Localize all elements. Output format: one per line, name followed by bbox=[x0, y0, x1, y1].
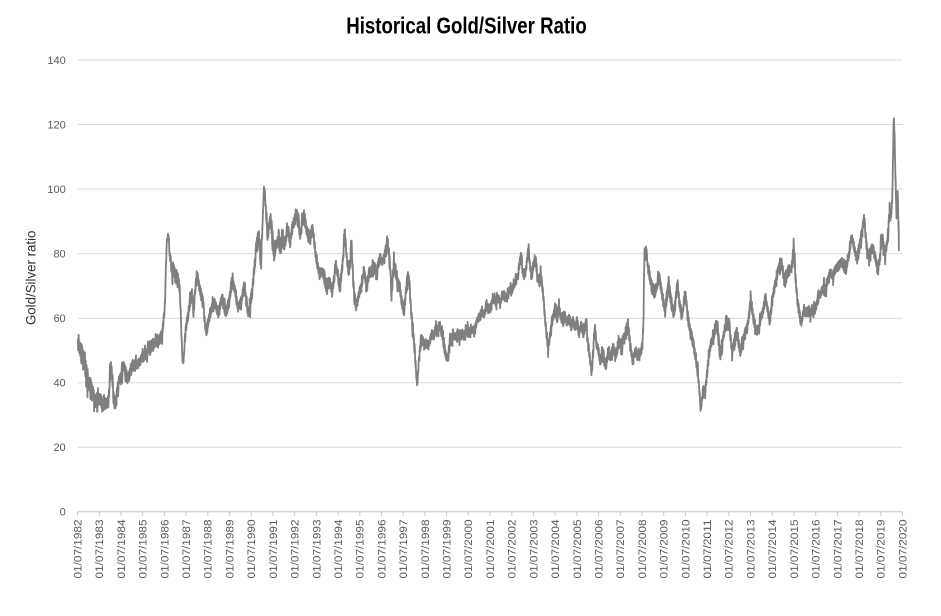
svg-text:01/07/1985: 01/07/1985 bbox=[138, 520, 150, 579]
svg-text:01/07/1984: 01/07/1984 bbox=[116, 520, 128, 579]
svg-text:01/07/2013: 01/07/2013 bbox=[745, 520, 757, 579]
svg-text:Historical Gold/Silver Ratio: Historical Gold/Silver Ratio bbox=[346, 13, 587, 39]
svg-text:01/07/2009: 01/07/2009 bbox=[659, 520, 671, 579]
svg-text:01/07/2002: 01/07/2002 bbox=[507, 520, 519, 579]
svg-text:01/07/1994: 01/07/1994 bbox=[333, 520, 345, 579]
svg-text:01/07/1993: 01/07/1993 bbox=[311, 520, 323, 579]
svg-text:01/07/1987: 01/07/1987 bbox=[181, 520, 193, 579]
svg-text:40: 40 bbox=[53, 378, 65, 390]
svg-text:01/07/2017: 01/07/2017 bbox=[832, 520, 844, 579]
svg-text:Gold/Silver ratio: Gold/Silver ratio bbox=[23, 230, 39, 325]
svg-text:01/07/2018: 01/07/2018 bbox=[854, 520, 866, 579]
svg-text:01/07/1982: 01/07/1982 bbox=[73, 520, 85, 579]
svg-text:01/07/1988: 01/07/1988 bbox=[203, 520, 215, 579]
svg-text:01/07/2000: 01/07/2000 bbox=[463, 520, 475, 579]
svg-text:01/07/1989: 01/07/1989 bbox=[225, 520, 237, 579]
svg-text:01/07/2006: 01/07/2006 bbox=[594, 520, 606, 579]
svg-text:01/07/2005: 01/07/2005 bbox=[572, 520, 584, 579]
svg-text:01/07/2019: 01/07/2019 bbox=[876, 520, 888, 579]
svg-text:01/07/1995: 01/07/1995 bbox=[355, 520, 367, 579]
svg-text:01/07/2007: 01/07/2007 bbox=[615, 520, 627, 579]
svg-text:20: 20 bbox=[53, 442, 65, 454]
svg-text:01/07/1983: 01/07/1983 bbox=[94, 520, 106, 579]
svg-text:01/07/1999: 01/07/1999 bbox=[442, 520, 454, 579]
svg-text:01/07/1997: 01/07/1997 bbox=[398, 520, 410, 579]
svg-text:140: 140 bbox=[47, 55, 65, 67]
svg-text:01/07/2003: 01/07/2003 bbox=[528, 520, 540, 579]
svg-text:01/07/1998: 01/07/1998 bbox=[420, 520, 432, 579]
svg-text:01/07/2015: 01/07/2015 bbox=[789, 520, 801, 579]
svg-text:80: 80 bbox=[53, 249, 65, 261]
svg-text:01/07/1992: 01/07/1992 bbox=[290, 520, 302, 579]
svg-text:60: 60 bbox=[53, 313, 65, 325]
svg-text:01/07/1990: 01/07/1990 bbox=[246, 520, 258, 579]
svg-text:01/07/2008: 01/07/2008 bbox=[637, 520, 649, 579]
svg-text:120: 120 bbox=[47, 119, 65, 131]
svg-text:01/07/2010: 01/07/2010 bbox=[680, 520, 692, 579]
svg-text:01/07/2012: 01/07/2012 bbox=[724, 520, 736, 579]
svg-text:01/07/1996: 01/07/1996 bbox=[376, 520, 388, 579]
svg-text:01/07/1991: 01/07/1991 bbox=[268, 520, 280, 579]
svg-text:100: 100 bbox=[47, 184, 65, 196]
svg-text:0: 0 bbox=[60, 507, 66, 519]
svg-text:01/07/2011: 01/07/2011 bbox=[702, 520, 714, 579]
svg-text:01/07/1986: 01/07/1986 bbox=[159, 520, 171, 579]
svg-text:01/07/2004: 01/07/2004 bbox=[550, 520, 562, 579]
svg-text:01/07/2020: 01/07/2020 bbox=[897, 520, 909, 579]
svg-text:01/07/2016: 01/07/2016 bbox=[811, 520, 823, 579]
svg-text:01/07/2001: 01/07/2001 bbox=[485, 520, 497, 579]
svg-text:01/07/2014: 01/07/2014 bbox=[767, 520, 779, 579]
